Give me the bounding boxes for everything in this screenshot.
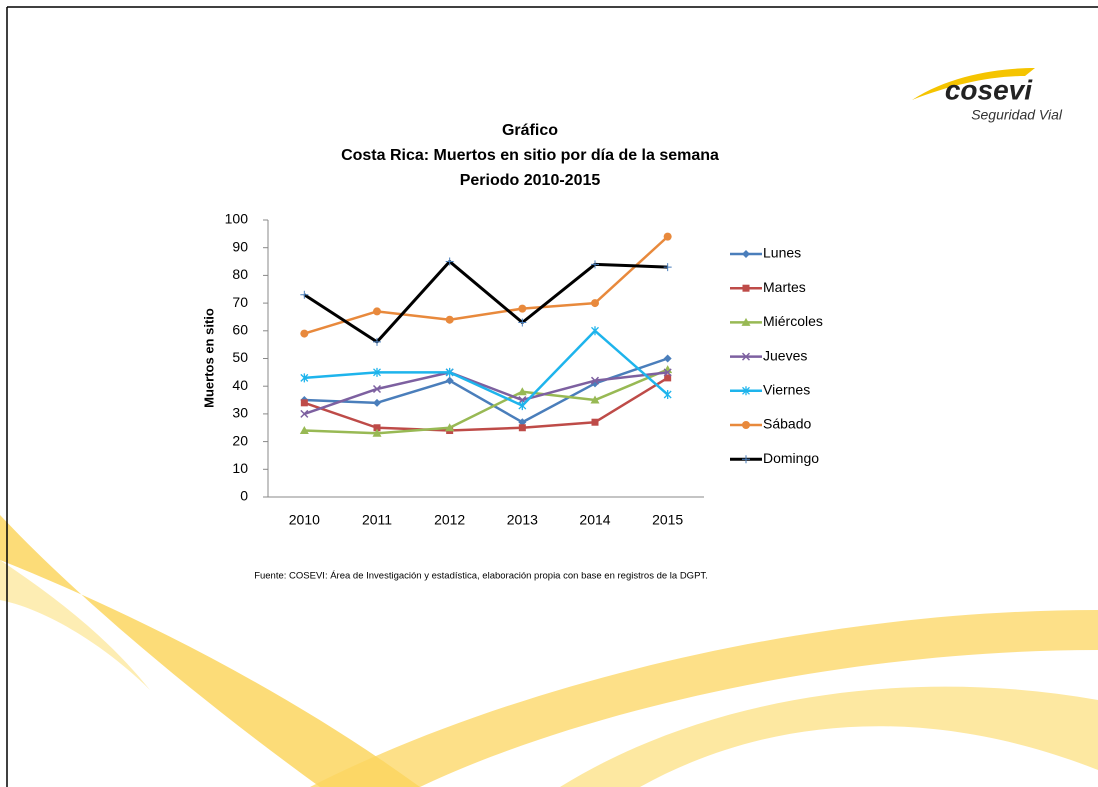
legend-label: Lunes <box>763 245 801 261</box>
y-tick-label: 0 <box>240 488 248 504</box>
marker <box>373 337 381 346</box>
legend-label: Miércoles <box>763 313 823 329</box>
chart-title: Periodo 2010-2015 <box>460 172 601 189</box>
logo-name: cosevi <box>945 74 1033 105</box>
legend-label: Martes <box>763 279 806 295</box>
marker <box>373 424 381 432</box>
y-tick-label: 20 <box>232 432 248 448</box>
marker <box>663 368 672 377</box>
y-tick-label: 60 <box>232 322 248 338</box>
marker <box>518 318 527 327</box>
series-line <box>303 371 668 416</box>
chart-title: Gráfico <box>502 122 558 139</box>
y-tick-label: 50 <box>232 349 248 365</box>
x-tick-label: 2013 <box>507 512 538 528</box>
series-line <box>303 260 668 344</box>
x-tick-label: 2014 <box>579 512 610 528</box>
x-tick-label: 2015 <box>652 512 683 528</box>
marker <box>518 304 527 313</box>
y-tick-label: 100 <box>225 211 249 227</box>
y-axis-label: Muertos en sitio <box>201 308 216 408</box>
marker <box>300 373 309 383</box>
legend-marker <box>742 421 750 429</box>
marker <box>591 260 599 269</box>
y-tick-label: 90 <box>232 238 248 254</box>
marker <box>445 315 454 324</box>
marker <box>590 376 600 385</box>
marker <box>299 426 309 435</box>
y-tick-label: 70 <box>232 294 248 310</box>
series-line <box>304 329 669 407</box>
marker <box>517 387 527 396</box>
marker <box>518 401 527 411</box>
marker <box>372 428 382 437</box>
marker <box>300 409 309 418</box>
marker <box>445 367 454 377</box>
chart-title: Costa Rica: Muertos en sitio por día de … <box>341 147 719 164</box>
marker <box>663 354 672 363</box>
decor-swoosh <box>310 610 1098 787</box>
marker <box>373 307 381 316</box>
y-tick-label: 80 <box>232 266 248 282</box>
marker <box>663 232 672 241</box>
x-tick-label: 2011 <box>362 512 392 528</box>
series-line <box>303 235 669 335</box>
y-tick-label: 40 <box>232 377 248 393</box>
marker <box>373 367 381 377</box>
marker <box>445 376 454 385</box>
decor-swoosh <box>560 686 1098 787</box>
marker <box>373 398 381 407</box>
decor-swoosh <box>0 515 420 787</box>
legend-marker <box>742 386 750 396</box>
marker <box>518 418 527 427</box>
logo-tagline: Seguridad Vial <box>971 107 1063 123</box>
marker <box>518 424 526 432</box>
marker <box>591 326 599 336</box>
marker <box>445 423 455 432</box>
marker <box>664 374 672 382</box>
x-tick-label: 2010 <box>289 512 320 528</box>
marker <box>300 329 309 338</box>
legend-label: Sábado <box>763 416 811 432</box>
marker <box>372 384 382 394</box>
legend-marker <box>742 250 750 258</box>
marker <box>300 399 308 407</box>
marker <box>300 290 309 299</box>
y-tick-label: 30 <box>232 405 248 421</box>
legend-label: Jueves <box>763 347 807 363</box>
marker <box>663 390 672 400</box>
legend-label: Viernes <box>763 382 810 398</box>
marker <box>591 299 599 308</box>
source-note: Fuente: COSEVI: Área de Investigación y … <box>254 571 708 582</box>
y-tick-label: 10 <box>232 460 248 476</box>
legend-marker <box>742 284 750 292</box>
legend-marker <box>741 352 751 361</box>
marker <box>591 418 599 426</box>
legend-marker <box>742 455 750 464</box>
series-line <box>304 368 669 435</box>
marker <box>445 257 454 266</box>
marker <box>590 395 600 404</box>
series-line <box>303 376 669 432</box>
decor-swoosh <box>0 560 150 690</box>
marker <box>663 263 672 272</box>
legend-label: Domingo <box>763 450 819 466</box>
legend-marker <box>741 317 751 326</box>
logo-swoosh <box>912 68 1035 100</box>
x-tick-label: 2012 <box>434 512 465 528</box>
